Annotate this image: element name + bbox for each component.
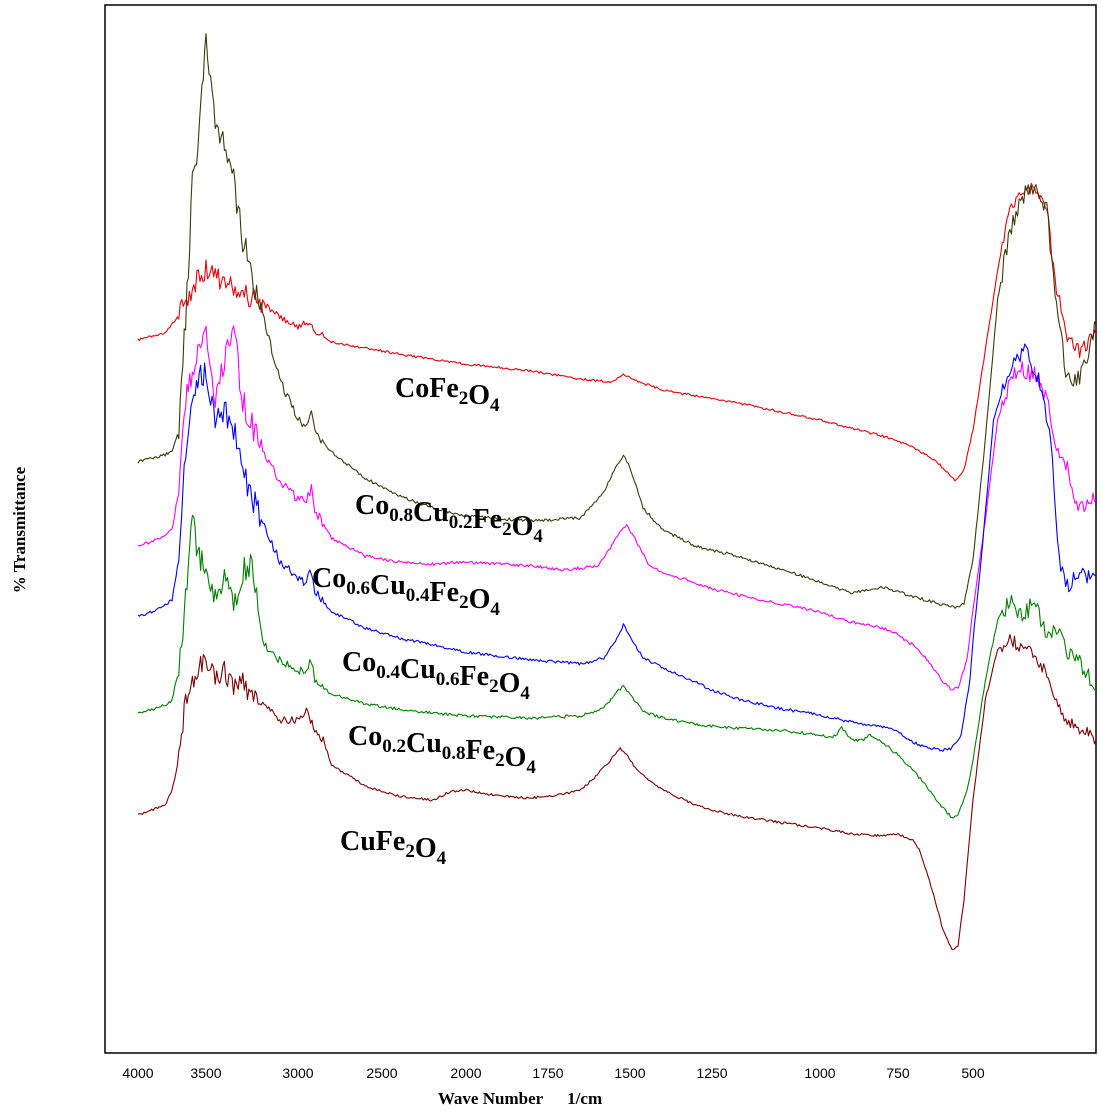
series-line — [138, 635, 1096, 950]
series-line — [138, 34, 1096, 609]
x-tick-label: 500 — [961, 1065, 985, 1081]
series-labels: CoFe2O4 Co0.8Cu0.2Fe2O4 Co0.6Cu0.4Fe2O4 Co0… — [312, 373, 543, 869]
plot-frame — [105, 5, 1096, 1053]
x-tick-label: 1000 — [804, 1065, 835, 1081]
x-tick-label: 3500 — [190, 1065, 221, 1081]
x-tick-label: 750 — [886, 1065, 910, 1081]
x-tick-label: 2000 — [450, 1065, 481, 1081]
x-tick-label: 1250 — [696, 1065, 727, 1081]
series-label: Co0.2Cu0.8Fe2O4 — [348, 721, 536, 778]
series-label: CoFe2O4 — [395, 373, 500, 416]
x-tick-label: 1750 — [532, 1065, 563, 1081]
series-lines — [138, 34, 1096, 950]
y-axis-label: % Transmittance — [10, 466, 29, 593]
x-tick-label: 3000 — [282, 1065, 313, 1081]
series-label: Co0.4Cu0.6Fe2O4 — [342, 647, 530, 704]
series-label: Co0.8Cu0.2Fe2O4 — [355, 490, 543, 547]
x-tick-label: 1500 — [614, 1065, 645, 1081]
series-line — [138, 184, 1096, 481]
x-tick-label: 2500 — [366, 1065, 397, 1081]
series-label: CuFe2O4 — [340, 826, 447, 869]
x-axis-ticks: 4000 3500 3000 2500 2000 1750 1500 1250 1000 750 5… — [122, 1065, 984, 1081]
x-tick-label: 4000 — [122, 1065, 153, 1081]
x-axis-label: Wave Number 1/cm — [438, 1089, 602, 1108]
series-line — [138, 326, 1096, 690]
series-label: Co0.6Cu0.4Fe2O4 — [312, 563, 500, 620]
